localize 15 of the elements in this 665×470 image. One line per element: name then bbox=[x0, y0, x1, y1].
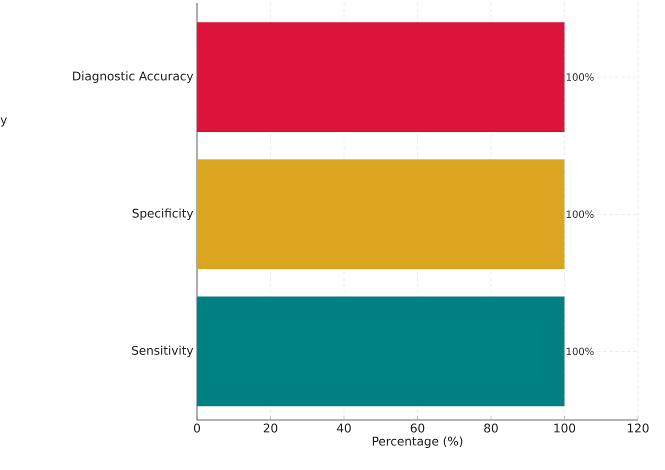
y-tick-label: Diagnostic Accuracy bbox=[73, 71, 194, 83]
x-tick-label: 40 bbox=[336, 424, 351, 433]
data-label: 100% bbox=[566, 348, 594, 356]
x-tick-label: 80 bbox=[484, 424, 498, 433]
x-tick-label: 60 bbox=[410, 424, 424, 433]
y-tick-label: Sensitivity bbox=[132, 346, 194, 358]
y-tick-label: Specificity bbox=[132, 208, 194, 220]
text: y bbox=[0, 117, 7, 127]
data-label: 100% bbox=[566, 210, 594, 218]
x-tick-label: 0 bbox=[194, 424, 200, 433]
x-tick-label: 100 bbox=[554, 424, 576, 433]
x-tick-label: 20 bbox=[264, 424, 278, 433]
x-axis-title: Percentage (%) bbox=[372, 436, 462, 448]
x-tick-label: 120 bbox=[628, 424, 649, 433]
data-label: 100% bbox=[566, 73, 594, 81]
